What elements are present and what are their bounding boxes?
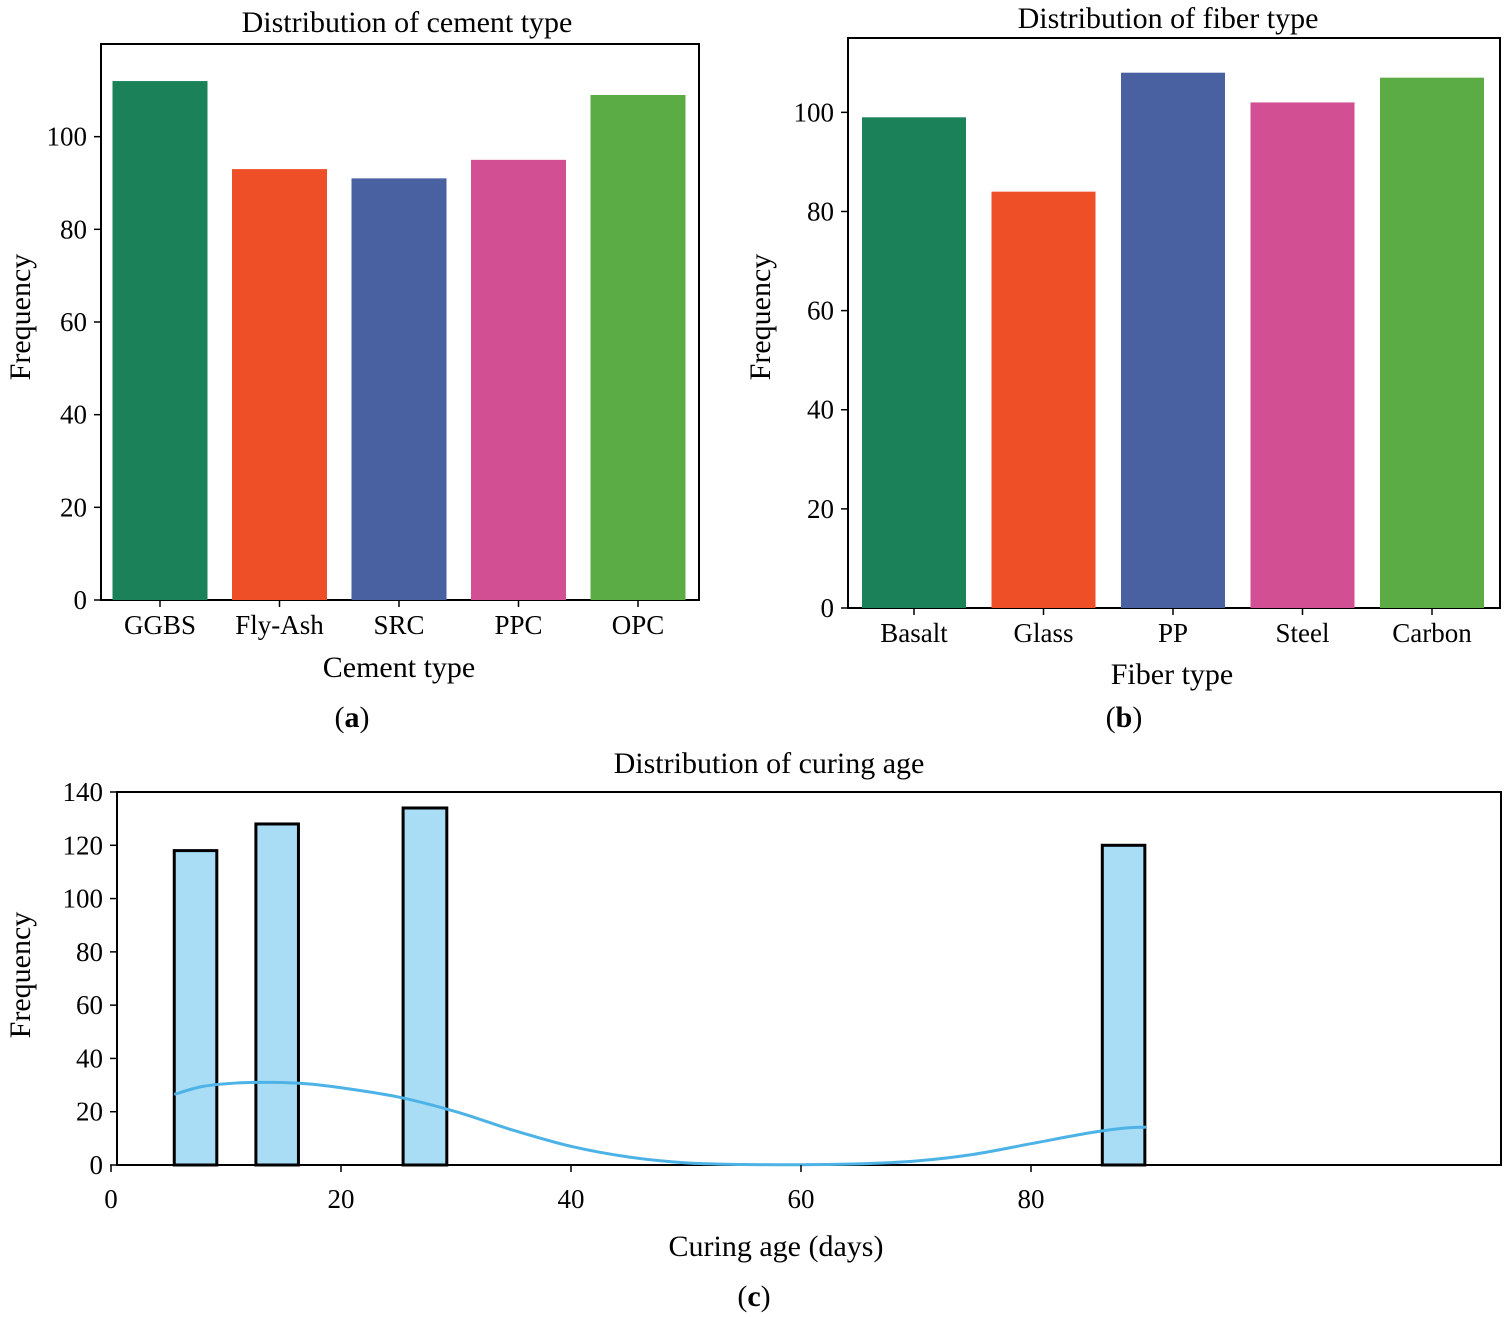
chart-a-y-tick-label: 40 (60, 400, 87, 430)
chart-c-y-tick-label: 0 (90, 1150, 104, 1180)
chart-c-histogram-bar-3 (401, 806, 449, 1167)
caption-c: (c) (737, 1280, 770, 1313)
chart-b-y-tick-label: 60 (807, 296, 834, 326)
chart-a-x-tick-label: GGBS (124, 610, 196, 640)
chart-b-x-ticks: Basalt Glass PP Steel Carbon (880, 608, 1472, 648)
chart-b-x-tick-label: Basalt (880, 618, 948, 648)
chart-c-y-tick-label: 40 (76, 1043, 103, 1073)
chart-c-x-tick-label: 0 (104, 1184, 118, 1214)
chart-a-bar-fly-ash (232, 169, 327, 600)
chart-b-y-ticks: 0 20 40 60 80 100 (794, 97, 848, 623)
chart-c-x-tick-label: 80 (1018, 1184, 1045, 1214)
chart-b-bar-pp (1121, 72, 1225, 608)
caption-a-letter: a (345, 701, 360, 734)
chart-b-x-tick-label: PP (1158, 618, 1188, 648)
chart-a-x-ticks: GGBS Fly-Ash SRC PPC OPC (124, 600, 664, 640)
chart-a-y-tick-label: 80 (60, 214, 87, 244)
chart-b-title: Distribution of fiber type (1018, 2, 1319, 35)
chart-c-kde-curve (173, 1080, 1147, 1167)
chart-c-y-tick-label: 20 (76, 1097, 103, 1127)
chart-a-title: Distribution of cement type (242, 6, 573, 39)
chart-a-x-tick-label: SRC (373, 610, 424, 640)
caption-b-letter: b (1116, 701, 1133, 734)
chart-b-y-axis-label: Frequency (744, 254, 777, 381)
chart-c-y-tick-label: 80 (76, 937, 103, 967)
chart-a-y-axis-label: Frequency (4, 254, 37, 381)
chart-c-y-tick-label: 60 (76, 990, 103, 1020)
chart-a-bar-ggbs (112, 81, 208, 601)
panel-b-fiber-type: Distribution of fiber type 020406080100 … (744, 2, 1501, 734)
chart-a-y-tick-label: 60 (60, 307, 87, 337)
chart-a-bar-opc (590, 94, 686, 600)
chart-c-bars (172, 806, 1147, 1167)
chart-a-y-tick-label: 0 (74, 585, 88, 615)
chart-c-y-ticks: 0 20 40 60 80 100 120 140 (63, 777, 117, 1180)
chart-c-x-tick-label: 60 (788, 1184, 815, 1214)
chart-a-y-tick-label: 20 (60, 492, 87, 522)
chart-a-x-axis-label: Cement type (323, 651, 475, 684)
chart-b-bar-glass (991, 191, 1096, 609)
chart-c-y-tick-label: 100 (63, 884, 104, 914)
chart-b-x-axis-label: Fiber type (1111, 658, 1233, 691)
chart-b-x-tick-label: Steel (1276, 618, 1330, 648)
chart-b-bars (862, 72, 1484, 609)
chart-c-histogram-bar-1 (172, 849, 219, 1167)
chart-a-bars (112, 81, 686, 601)
chart-b-x-tick-label: Carbon (1392, 618, 1472, 648)
chart-c-y-tick-label: 140 (63, 777, 104, 807)
chart-b-y-tick-label: 100 (794, 97, 835, 127)
chart-c-plot-frame (116, 791, 1502, 1166)
chart-b-y-tick-label: 40 (807, 395, 834, 425)
chart-c-y-axis-label: Frequency (4, 912, 37, 1039)
chart-b-y-tick-label: 80 (807, 196, 834, 226)
chart-b-y-tick-label: 0 (821, 593, 835, 623)
chart-c-histogram-bar-2 (254, 822, 300, 1167)
chart-c-title: Distribution of curing age (614, 747, 925, 780)
chart-c-x-ticks: 0 20 40 60 80 (104, 1165, 1045, 1214)
panel-a-cement-type: Distribution of cement type 0 20 40 60 80 100… (4, 6, 700, 734)
chart-b-y-tick-label: 20 (807, 494, 834, 524)
chart-c-histogram-bar-4 (1100, 843, 1147, 1167)
caption-c-letter: c (747, 1280, 760, 1313)
caption-b: (b) (1106, 701, 1143, 734)
chart-a-x-tick-label: Fly-Ash (235, 610, 324, 640)
caption-a: (a) (335, 701, 370, 734)
chart-a-y-ticks: 0 20 40 60 80 100 (47, 122, 101, 615)
chart-c-y-tick-label: 120 (63, 830, 104, 860)
panel-c-curing-age: Distribution of curing age 0 20 40 60 80 100 1… (4, 747, 1502, 1313)
chart-a-x-tick-label: PPC (494, 610, 542, 640)
chart-a-bar-src (351, 178, 447, 600)
chart-b-bar-steel (1250, 102, 1355, 608)
chart-a-y-tick-label: 100 (47, 122, 88, 152)
chart-b-bar-basalt (862, 117, 966, 608)
chart-b-x-tick-label: Glass (1014, 618, 1074, 648)
chart-c-x-tick-label: 40 (558, 1184, 585, 1214)
chart-a-bar-ppc (471, 159, 566, 601)
chart-c-x-tick-label: 20 (328, 1184, 355, 1214)
chart-b-bar-carbon (1380, 77, 1484, 609)
chart-a-x-tick-label: OPC (612, 610, 665, 640)
chart-c-x-axis-label: Curing age (days) (669, 1230, 884, 1263)
